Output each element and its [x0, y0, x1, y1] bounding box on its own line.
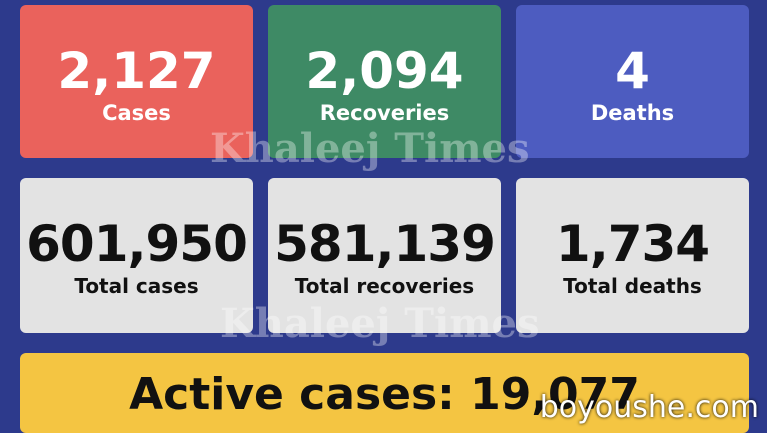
daily-recoveries-label: Recoveries — [319, 101, 450, 125]
daily-deaths-value: 4 — [615, 42, 650, 100]
total-cases-card: 601,950 Total cases — [20, 178, 253, 333]
daily-cases-card: 2,127 Cases — [20, 5, 253, 158]
watermark: Khaleej Times — [210, 125, 530, 172]
total-recoveries-label: Total recoveries — [294, 274, 475, 298]
active-cases: Active cases: 19,077 — [20, 353, 749, 433]
total-deaths-label: Total deaths — [563, 274, 702, 298]
daily-deaths-label: Deaths — [590, 101, 675, 125]
total-recoveries-card: 581,139 Total recoveries — [268, 178, 501, 333]
daily-deaths-card: 4 Deaths — [516, 5, 749, 158]
total-deaths-value: 1,734 — [555, 215, 710, 273]
daily-cases-value: 2,127 — [57, 42, 216, 100]
daily-cases-label: Cases — [102, 101, 171, 125]
site-watermark: boyoushe.com — [539, 390, 759, 425]
total-recoveries-value: 581,139 — [274, 215, 496, 273]
daily-recoveries-value: 2,094 — [305, 42, 464, 100]
watermark: Khaleej Times — [220, 300, 540, 347]
total-deaths-card: 1,734 Total deaths — [516, 178, 749, 333]
daily-recoveries-card: 2,094 Recoveries — [268, 5, 501, 158]
total-cases-value: 601,950 — [26, 215, 248, 273]
total-cases-label: Total cases — [74, 274, 199, 298]
